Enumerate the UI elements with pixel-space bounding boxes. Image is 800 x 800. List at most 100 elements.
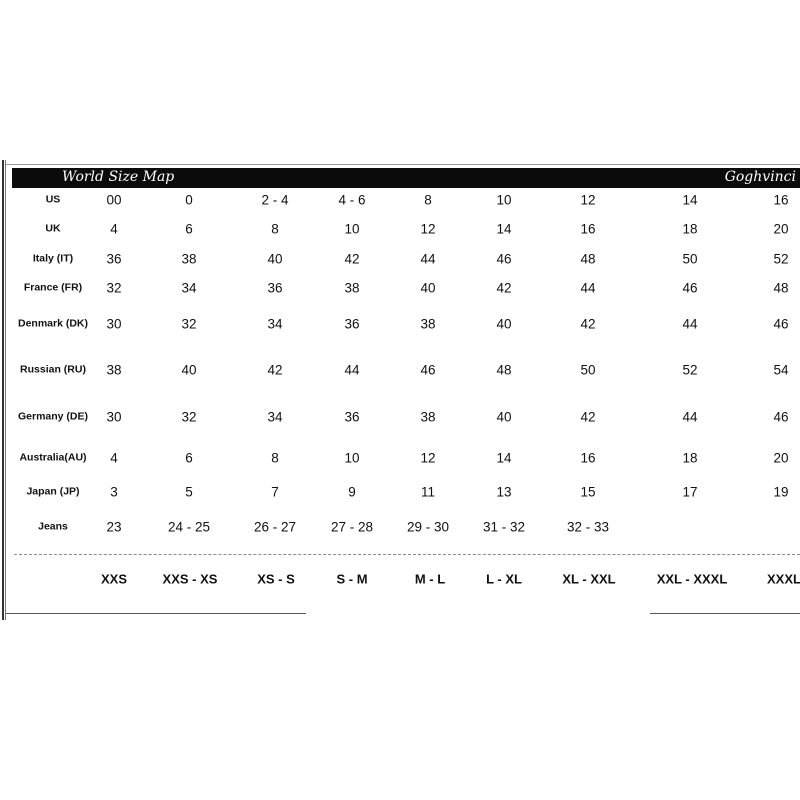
table-cell: 32 - 33 [566, 519, 610, 535]
table-cell: 48 [496, 362, 512, 378]
table-cell: 10 [496, 192, 512, 208]
table-cell: 38 [420, 409, 436, 425]
table-cell: 36 [344, 316, 360, 332]
table-cell: 52 [773, 251, 789, 267]
table-cell: 46 [773, 409, 789, 425]
table-cell: 36 [344, 409, 360, 425]
table-cell: 40 [181, 362, 197, 378]
row-label: UK [45, 222, 61, 235]
table-cell: 3 [110, 484, 118, 500]
table-cell: 54 [773, 362, 789, 378]
table-left-border [2, 160, 6, 620]
table-cell: 44 [420, 251, 436, 267]
row-label: US [45, 193, 61, 206]
table-cell: 34 [181, 280, 197, 296]
table-cell: 16 [580, 450, 596, 466]
size-label: XS - S [257, 571, 295, 587]
table-cell: 36 [267, 280, 283, 296]
table-cell: 52 [682, 362, 698, 378]
table-cell: 32 [181, 409, 197, 425]
row-label: Japan (JP) [26, 485, 80, 498]
table-cell: 19 [773, 484, 789, 500]
bottom-rule-left [6, 613, 306, 614]
table-cell: 40 [496, 316, 512, 332]
table-cell: 42 [267, 362, 283, 378]
table-cell: 46 [420, 362, 436, 378]
table-cell: 2 - 4 [261, 192, 289, 208]
table-cell: 50 [580, 362, 596, 378]
table-separator [14, 554, 800, 555]
table-cell: 15 [580, 484, 596, 500]
row-label: Jeans [38, 520, 68, 533]
size-label: L - XL [486, 571, 522, 587]
table-cell: 36 [106, 251, 122, 267]
table-cell: 20 [773, 450, 789, 466]
table-cell: 44 [682, 409, 698, 425]
table-cell: 42 [344, 251, 360, 267]
table-cell: 7 [271, 484, 279, 500]
size-label: XXS [100, 571, 128, 587]
table-cell: 18 [682, 450, 698, 466]
table-cell: 30 [106, 409, 122, 425]
row-label: Australia(AU) [19, 451, 87, 464]
row-label: France (FR) [23, 281, 83, 294]
table-cell: 14 [682, 192, 698, 208]
table-cell: 38 [106, 362, 122, 378]
table-cell: 00 [106, 192, 122, 208]
row-label: Germany (DE) [17, 410, 89, 423]
table-header-bar: World Size Map Goghvinci [12, 168, 800, 188]
table-cell: 44 [682, 316, 698, 332]
table-cell: 10 [344, 221, 360, 237]
table-cell: 14 [496, 450, 512, 466]
table-cell: 44 [580, 280, 596, 296]
table-cell: 14 [496, 221, 512, 237]
table-cell: 38 [344, 280, 360, 296]
row-label: Denmark (DK) [17, 317, 88, 330]
table-cell: 18 [682, 221, 698, 237]
bottom-rule-right [650, 613, 800, 614]
table-cell: 50 [682, 251, 698, 267]
table-cell: 11 [420, 484, 436, 500]
table-cell: 42 [580, 409, 596, 425]
table-cell: 34 [267, 409, 283, 425]
table-cell: 40 [267, 251, 283, 267]
table-cell: 6 [185, 221, 193, 237]
size-label: XXL - XXXL [656, 571, 728, 587]
table-cell: 8 [424, 192, 432, 208]
table-cell: 38 [181, 251, 197, 267]
table-cell: 31 - 32 [482, 519, 526, 535]
table-cell: 40 [420, 280, 436, 296]
table-cell: 12 [420, 450, 436, 466]
table-title: World Size Map [62, 169, 175, 185]
table-cell: 16 [773, 192, 789, 208]
size-label: XL - XXL [562, 571, 616, 587]
table-cell: 20 [773, 221, 789, 237]
table-cell: 4 [110, 450, 118, 466]
table-cell: 10 [344, 450, 360, 466]
table-cell: 46 [773, 316, 789, 332]
table-cell: 12 [420, 221, 436, 237]
table-cell: 46 [682, 280, 698, 296]
table-cell: 32 [181, 316, 197, 332]
table-cell: 6 [185, 450, 193, 466]
size-label: XXS - XS [162, 571, 218, 587]
row-label: Italy (IT) [32, 252, 74, 265]
table-cell: 42 [496, 280, 512, 296]
table-cell: 8 [271, 221, 279, 237]
table-cell: 24 - 25 [167, 519, 211, 535]
table-cell: 16 [580, 221, 596, 237]
brand-name: Goghvinci [724, 169, 796, 185]
table-cell: 8 [271, 450, 279, 466]
table-cell: 13 [496, 484, 512, 500]
table-cell: 44 [344, 362, 360, 378]
size-label: S - M [336, 571, 368, 587]
table-cell: 9 [348, 484, 356, 500]
table-cell: 29 - 30 [406, 519, 450, 535]
table-cell: 0 [185, 192, 193, 208]
row-label: Russian (RU) [20, 363, 86, 376]
size-label: M - L [414, 571, 446, 587]
size-label: XXXL [767, 571, 800, 587]
table-cell: 4 [110, 221, 118, 237]
top-rule [6, 164, 800, 165]
